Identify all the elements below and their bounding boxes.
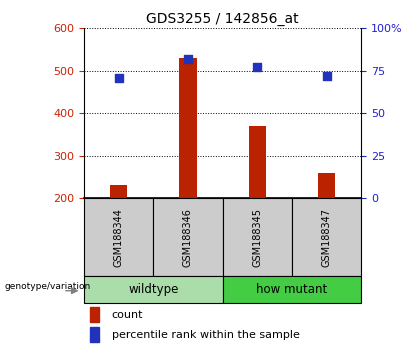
- Bar: [179, 58, 197, 198]
- Point: [323, 73, 330, 79]
- Title: GDS3255 / 142856_at: GDS3255 / 142856_at: [146, 12, 299, 26]
- Bar: [153, 198, 223, 276]
- Bar: [318, 173, 335, 198]
- Point: [254, 64, 260, 70]
- Text: count: count: [112, 309, 143, 320]
- Text: wildtype: wildtype: [128, 283, 178, 296]
- Bar: [110, 185, 127, 198]
- Bar: [249, 126, 266, 198]
- Bar: [89, 307, 99, 322]
- Text: how mutant: how mutant: [256, 283, 328, 296]
- Text: GSM188346: GSM188346: [183, 208, 193, 267]
- Bar: [84, 198, 153, 276]
- Bar: [84, 276, 223, 303]
- Text: GSM188347: GSM188347: [322, 208, 331, 267]
- Bar: [223, 198, 292, 276]
- Point: [185, 56, 192, 62]
- Bar: [223, 276, 361, 303]
- Bar: [89, 327, 99, 342]
- Text: percentile rank within the sample: percentile rank within the sample: [112, 330, 299, 339]
- Text: GSM188344: GSM188344: [114, 208, 123, 267]
- Text: genotype/variation: genotype/variation: [4, 282, 90, 291]
- Point: [115, 75, 122, 80]
- Bar: [292, 198, 361, 276]
- Text: GSM188345: GSM188345: [252, 208, 262, 267]
